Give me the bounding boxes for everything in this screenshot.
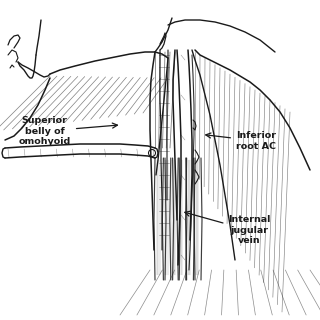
- Text: Internal
jugular
vein: Internal jugular vein: [185, 211, 271, 245]
- Text: Superior
belly of
omohyoid: Superior belly of omohyoid: [19, 116, 117, 146]
- Text: Inferior
root AC: Inferior root AC: [206, 131, 276, 150]
